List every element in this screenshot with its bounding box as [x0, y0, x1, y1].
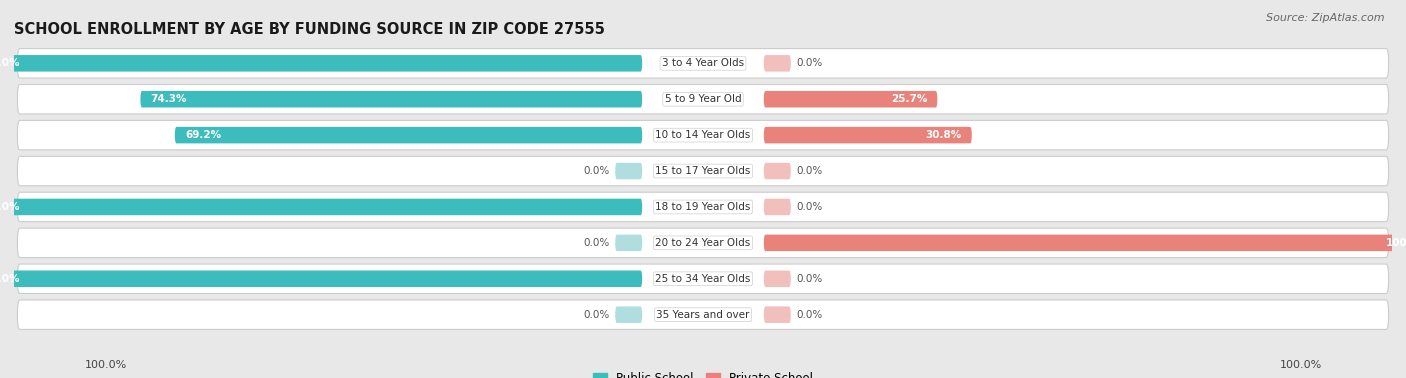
Text: 100.0%: 100.0%	[0, 58, 21, 68]
FancyBboxPatch shape	[763, 55, 790, 71]
FancyBboxPatch shape	[763, 163, 790, 179]
FancyBboxPatch shape	[616, 235, 643, 251]
Text: 0.0%: 0.0%	[796, 166, 823, 176]
Text: 20 to 24 Year Olds: 20 to 24 Year Olds	[655, 238, 751, 248]
Text: 30.8%: 30.8%	[925, 130, 962, 140]
FancyBboxPatch shape	[763, 127, 972, 143]
FancyBboxPatch shape	[17, 192, 1389, 222]
Text: 15 to 17 Year Olds: 15 to 17 Year Olds	[655, 166, 751, 176]
Text: 100.0%: 100.0%	[0, 202, 21, 212]
Text: 0.0%: 0.0%	[796, 274, 823, 284]
Text: 0.0%: 0.0%	[583, 310, 610, 320]
FancyBboxPatch shape	[763, 91, 938, 107]
FancyBboxPatch shape	[141, 91, 643, 107]
FancyBboxPatch shape	[0, 271, 643, 287]
FancyBboxPatch shape	[17, 85, 1389, 114]
FancyBboxPatch shape	[17, 264, 1389, 293]
Text: 100.0%: 100.0%	[0, 274, 21, 284]
Text: 25 to 34 Year Olds: 25 to 34 Year Olds	[655, 274, 751, 284]
FancyBboxPatch shape	[0, 199, 643, 215]
Text: 0.0%: 0.0%	[796, 310, 823, 320]
FancyBboxPatch shape	[616, 163, 643, 179]
Text: 74.3%: 74.3%	[150, 94, 187, 104]
Text: 100.0%: 100.0%	[1385, 238, 1406, 248]
Text: 5 to 9 Year Old: 5 to 9 Year Old	[665, 94, 741, 104]
FancyBboxPatch shape	[17, 121, 1389, 150]
FancyBboxPatch shape	[17, 156, 1389, 186]
FancyBboxPatch shape	[0, 55, 643, 71]
FancyBboxPatch shape	[17, 49, 1389, 78]
Text: 0.0%: 0.0%	[796, 202, 823, 212]
FancyBboxPatch shape	[763, 199, 790, 215]
Text: 69.2%: 69.2%	[186, 130, 221, 140]
Text: 100.0%: 100.0%	[84, 361, 127, 370]
FancyBboxPatch shape	[174, 127, 643, 143]
Text: 18 to 19 Year Olds: 18 to 19 Year Olds	[655, 202, 751, 212]
FancyBboxPatch shape	[616, 307, 643, 323]
FancyBboxPatch shape	[17, 300, 1389, 329]
Text: 100.0%: 100.0%	[1279, 361, 1322, 370]
Text: 0.0%: 0.0%	[796, 58, 823, 68]
Text: 10 to 14 Year Olds: 10 to 14 Year Olds	[655, 130, 751, 140]
Legend: Public School, Private School: Public School, Private School	[588, 367, 818, 378]
Text: SCHOOL ENROLLMENT BY AGE BY FUNDING SOURCE IN ZIP CODE 27555: SCHOOL ENROLLMENT BY AGE BY FUNDING SOUR…	[14, 22, 605, 37]
FancyBboxPatch shape	[763, 271, 790, 287]
FancyBboxPatch shape	[763, 235, 1406, 251]
FancyBboxPatch shape	[17, 228, 1389, 257]
Text: 0.0%: 0.0%	[583, 238, 610, 248]
Text: 35 Years and over: 35 Years and over	[657, 310, 749, 320]
Text: 25.7%: 25.7%	[891, 94, 927, 104]
Text: 0.0%: 0.0%	[583, 166, 610, 176]
Text: 3 to 4 Year Olds: 3 to 4 Year Olds	[662, 58, 744, 68]
Text: Source: ZipAtlas.com: Source: ZipAtlas.com	[1267, 13, 1385, 23]
FancyBboxPatch shape	[763, 307, 790, 323]
